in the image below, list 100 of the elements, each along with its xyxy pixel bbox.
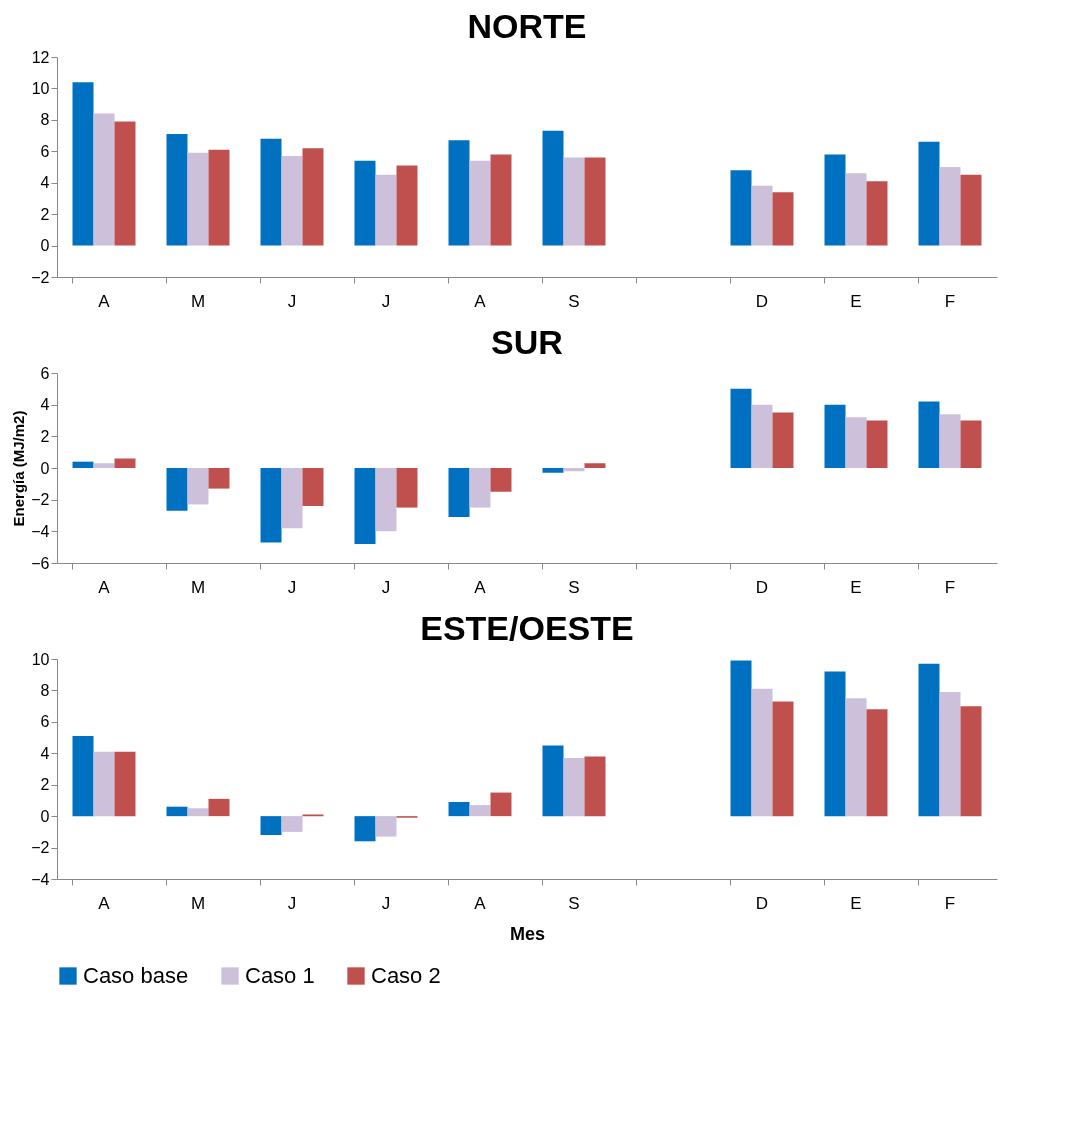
bar: [448, 468, 470, 518]
chart-title: ESTE/OESTE: [420, 609, 634, 647]
bar: [260, 816, 282, 835]
bar: [845, 173, 867, 246]
bar: [584, 463, 606, 468]
y-tick-label: −2: [31, 491, 50, 509]
x-tick-label: A: [474, 893, 487, 913]
x-tick-label: J: [287, 291, 297, 311]
y-tick-label: 2: [40, 776, 50, 794]
x-tick-label: D: [755, 577, 769, 597]
y-tick-label: 4: [40, 174, 50, 192]
bar: [939, 692, 961, 817]
bar: [469, 805, 491, 817]
x-tick-label: A: [474, 577, 487, 597]
bar: [208, 798, 230, 817]
y-tick-label: 10: [31, 79, 50, 97]
bar: [354, 160, 376, 246]
bar: [918, 141, 940, 246]
bar: [730, 660, 752, 817]
bar: [354, 816, 376, 842]
bar: [375, 468, 397, 532]
x-tick-label: S: [568, 291, 580, 311]
x-tick-label: M: [190, 291, 206, 311]
x-tick-label: A: [474, 291, 487, 311]
bar: [960, 174, 982, 246]
bar: [845, 698, 867, 817]
y-tick-label: 10: [31, 650, 50, 668]
bar: [187, 152, 209, 246]
chart-title: NORTE: [467, 7, 587, 45]
bar: [563, 468, 585, 472]
bar: [72, 736, 94, 817]
bar: [751, 404, 773, 468]
x-tick-label: D: [755, 893, 769, 913]
x-tick-label: J: [381, 291, 391, 311]
bar: [166, 468, 188, 511]
bar: [187, 808, 209, 817]
x-tick-label: J: [381, 893, 391, 913]
y-tick-label: 6: [40, 364, 50, 382]
y-tick-label: 4: [40, 744, 50, 762]
bar: [584, 157, 606, 246]
bar: [918, 663, 940, 817]
bar: [114, 751, 136, 817]
bar: [166, 134, 188, 246]
x-tick-label: F: [944, 291, 956, 311]
y-tick-label: 8: [40, 111, 50, 129]
x-tick-label: D: [755, 291, 769, 311]
y-tick-label: −2: [31, 268, 50, 286]
bar: [281, 468, 303, 529]
x-axis-title: Mes: [509, 923, 546, 944]
bar: [396, 468, 418, 508]
bar: [563, 758, 585, 817]
bar: [490, 792, 512, 817]
x-tick-label: F: [944, 577, 956, 597]
legend-label: Caso 1: [245, 963, 315, 988]
bar: [469, 468, 491, 508]
y-tick-label: −4: [31, 522, 50, 540]
bar: [469, 160, 491, 246]
y-tick-label: 0: [40, 237, 50, 255]
y-tick-label: 12: [31, 48, 50, 66]
bar: [448, 140, 470, 246]
bar: [584, 756, 606, 817]
bar: [772, 701, 794, 817]
bar: [751, 688, 773, 817]
bar: [302, 468, 324, 506]
y-tick-label: 0: [40, 459, 50, 477]
x-tick-label: F: [944, 893, 956, 913]
bar: [302, 148, 324, 246]
bar: [208, 149, 230, 246]
bar: [751, 185, 773, 246]
bar: [845, 417, 867, 468]
bar: [93, 463, 115, 468]
x-tick-label: A: [98, 893, 111, 913]
bar: [72, 461, 94, 468]
y-tick-label: 6: [40, 713, 50, 731]
bar: [730, 170, 752, 246]
bar: [166, 806, 188, 817]
y-tick-label: 8: [40, 681, 50, 699]
bar: [375, 174, 397, 246]
y-tick-label: 0: [40, 807, 50, 825]
x-tick-label: M: [190, 577, 206, 597]
bar: [772, 192, 794, 246]
bar: [730, 388, 752, 468]
legend-label: Caso 2: [371, 963, 441, 988]
bar: [208, 468, 230, 489]
bar: [260, 138, 282, 246]
bar: [918, 401, 940, 468]
bar: [114, 121, 136, 246]
bar: [396, 165, 418, 246]
x-tick-label: S: [568, 893, 580, 913]
bar: [93, 751, 115, 817]
x-tick-label: M: [190, 893, 206, 913]
bar: [866, 709, 888, 817]
x-tick-label: E: [850, 291, 862, 311]
x-tick-label: J: [287, 893, 297, 913]
bar: [281, 816, 303, 832]
x-tick-label: A: [98, 577, 111, 597]
x-tick-label: A: [98, 291, 111, 311]
bar: [542, 130, 564, 246]
bar: [93, 113, 115, 246]
y-tick-label: −6: [31, 554, 50, 572]
